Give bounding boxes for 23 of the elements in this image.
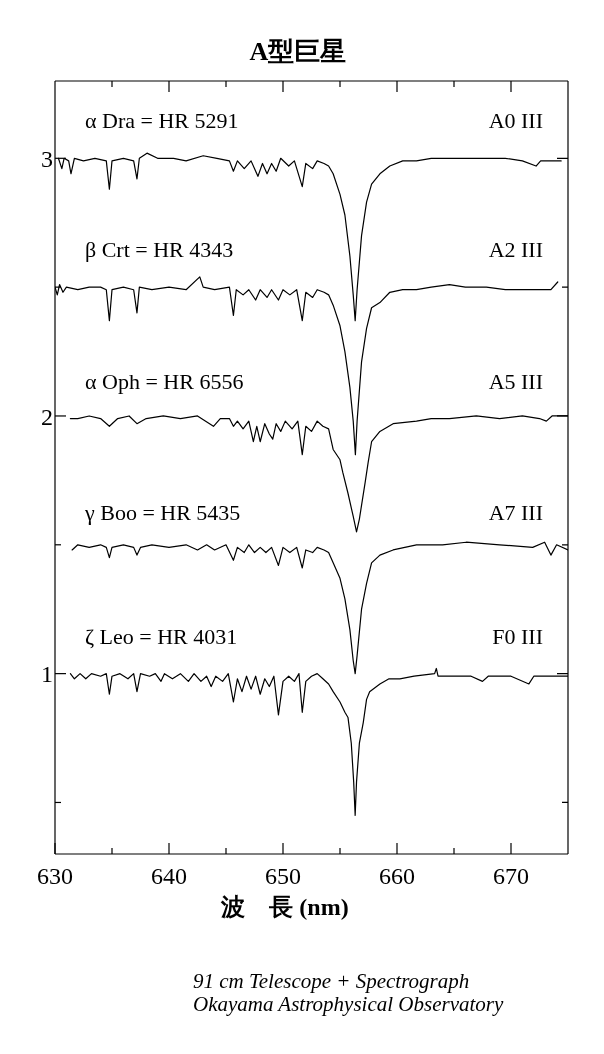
- x-axis-title: 波 長 (nm): [220, 894, 349, 920]
- annotation: F0 III: [492, 623, 543, 649]
- text: 91 cm Telescope + Spectrograph: [193, 969, 470, 993]
- x-tick-label: 640: [151, 863, 187, 889]
- series-label: β Crt = HR 4343: [85, 237, 234, 263]
- annotation: A7 III: [488, 499, 543, 525]
- text: Okayama Astrophysical Observatory: [193, 992, 504, 1016]
- x-tick-label: 630: [37, 863, 73, 889]
- legend-label: α Dra = HR 5291: [85, 108, 239, 134]
- x-tick-label: 650: [265, 863, 301, 889]
- y-tick-label: 2: [41, 403, 53, 430]
- series-label: α Oph = HR 6556: [85, 368, 244, 394]
- x-tick-label: 670: [493, 863, 529, 889]
- x-tick-label: 660: [379, 863, 415, 889]
- chart-title: A型巨星: [249, 37, 347, 66]
- series-label: γ Boo = HR 5435: [84, 499, 241, 525]
- annotation: A0 III: [488, 108, 543, 134]
- y-tick-label: 3: [41, 145, 53, 172]
- line-series: [57, 152, 562, 322]
- annotation: A2 III: [488, 237, 543, 263]
- annotation: A5 III: [488, 368, 543, 394]
- y-tick-label: 1: [41, 661, 53, 688]
- series-label: ζ Leo = HR 4031: [85, 623, 238, 649]
